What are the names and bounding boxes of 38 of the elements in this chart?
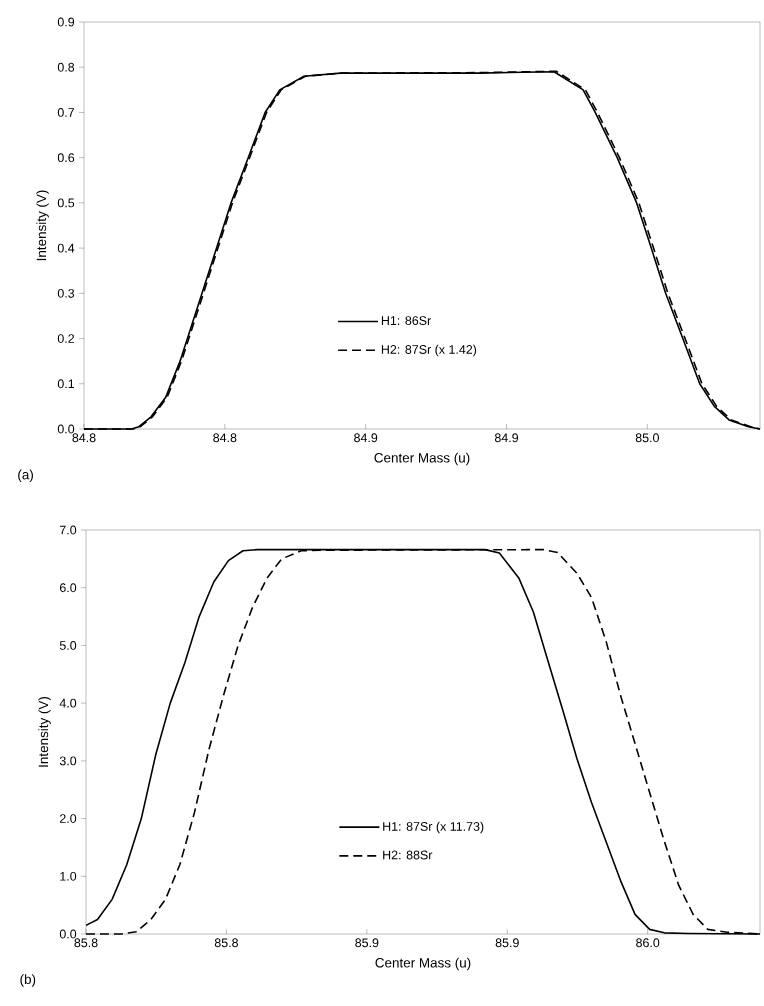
x-axis-title: Center Mass (u) xyxy=(374,452,470,466)
text: (b) xyxy=(20,974,36,987)
text: (a) xyxy=(18,469,33,483)
y-tick-label: 0.3 xyxy=(57,288,75,298)
y-tick-label: 2.0 xyxy=(59,814,77,823)
y-tick-label: 0.0 xyxy=(57,424,75,434)
x-tick-label: 85.8 xyxy=(74,938,98,948)
y-tick-label: 5.0 xyxy=(59,641,77,650)
y-tick-label: 0.2 xyxy=(57,334,75,343)
x-tick-label: 84.8 xyxy=(72,433,96,443)
x-tick-label: 85.8 xyxy=(214,938,238,948)
x-tick-label: 86.0 xyxy=(636,938,660,948)
y-tick-label: 6.0 xyxy=(59,583,77,593)
x-tick-label: 84.8 xyxy=(213,433,237,443)
y-tick-label: 1.0 xyxy=(60,871,77,881)
y-tick-label: 0.4 xyxy=(57,243,75,253)
x-tick-label: 85.9 xyxy=(495,938,519,948)
legend-label: H1: 86Sr xyxy=(381,316,431,325)
x-tick-label: 84.9 xyxy=(354,433,378,443)
y-tick-label: 0.9 xyxy=(57,17,75,27)
y-axis-title: Intensity (V) xyxy=(36,190,49,261)
y-tick-label: 0.6 xyxy=(57,153,75,163)
y-tick-label: 3.0 xyxy=(59,756,77,766)
legend-label: H2: 87Sr (x 1.42) xyxy=(381,344,477,357)
y-axis-title: Intensity (V) xyxy=(38,696,51,767)
y-tick-label: 0.5 xyxy=(57,198,75,208)
legend-label: H2: 88Sr xyxy=(383,850,433,860)
y-tick-label: 0.1 xyxy=(57,379,75,389)
x-tick-label: 85.9 xyxy=(355,938,379,948)
y-tick-label: 4.0 xyxy=(59,698,77,708)
y-tick-label: 0.0 xyxy=(59,929,77,939)
x-tick-label: 85.0 xyxy=(635,433,659,443)
x-axis-title: Center Mass (u) xyxy=(375,957,471,971)
y-tick-label: 7.0 xyxy=(59,525,77,535)
y-tick-label: 0.7 xyxy=(57,108,75,117)
x-tick-label: 84.9 xyxy=(494,433,519,443)
legend-label: H1: 87Sr (x 11.73) xyxy=(383,821,484,834)
y-tick-label: 0.8 xyxy=(57,62,75,72)
